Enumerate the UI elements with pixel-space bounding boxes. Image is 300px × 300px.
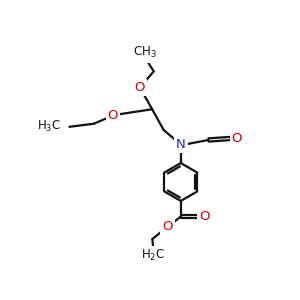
Text: O: O bbox=[162, 220, 173, 233]
Text: O: O bbox=[200, 210, 210, 223]
Text: H$_2$C: H$_2$C bbox=[142, 248, 166, 263]
Text: O: O bbox=[232, 132, 242, 145]
Text: H$_3$C: H$_3$C bbox=[37, 119, 62, 134]
Text: CH$_3$: CH$_3$ bbox=[133, 45, 156, 60]
Text: N: N bbox=[176, 138, 186, 151]
Text: O: O bbox=[135, 81, 145, 94]
Text: O: O bbox=[108, 109, 118, 122]
